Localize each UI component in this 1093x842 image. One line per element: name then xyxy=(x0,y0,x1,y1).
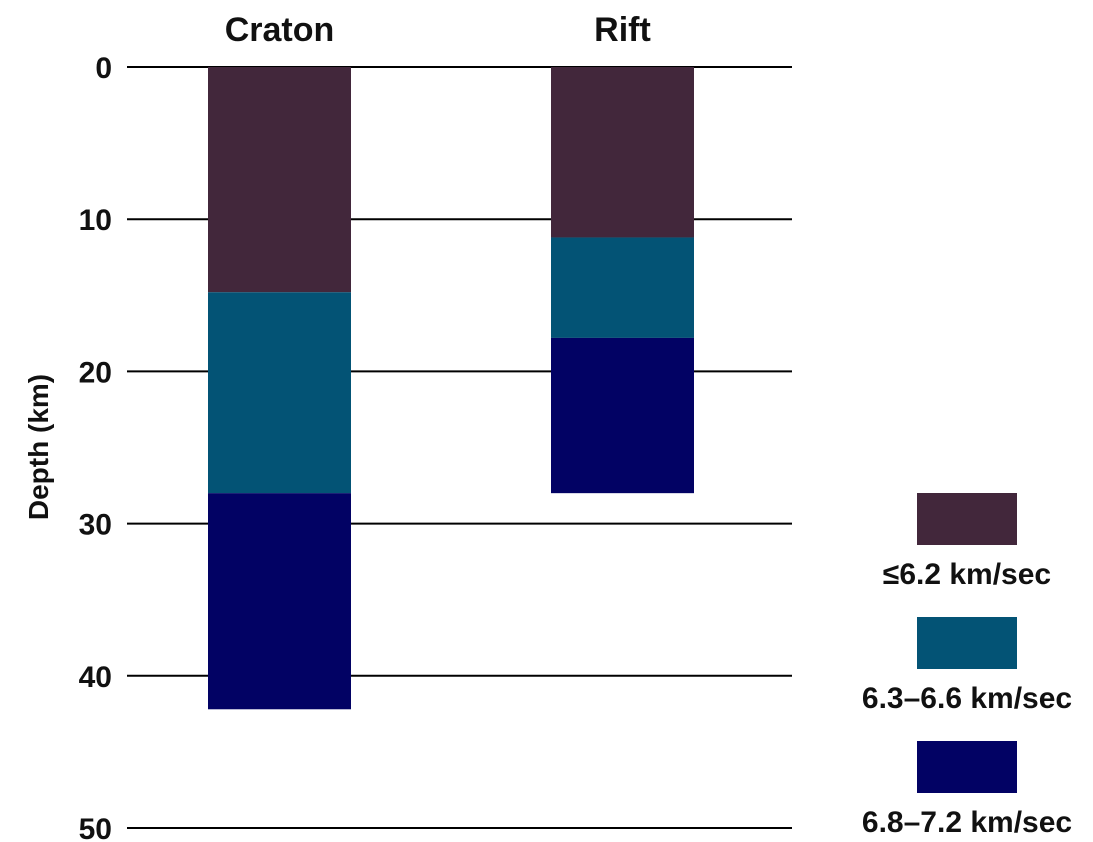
y-tick-label: 20 xyxy=(79,356,112,389)
column-label-rift: Rift xyxy=(594,11,651,49)
y-tick-label: 0 xyxy=(95,52,112,85)
bar-rift-layer-3 xyxy=(551,337,694,494)
column-labels: Craton Rift xyxy=(225,11,651,49)
legend: ≤6.2 km/sec 6.3–6.6 km/sec 6.8–7.2 km/sec xyxy=(862,493,1072,839)
bar-craton-layer-2 xyxy=(208,292,351,494)
y-tick-label: 40 xyxy=(79,661,112,694)
depth-tick-labels: 0 10 20 30 40 50 xyxy=(79,52,112,842)
y-axis-title: Depth (km) xyxy=(23,374,54,520)
legend-label-2: 6.3–6.6 km/sec xyxy=(862,682,1072,715)
bar-craton-layer-3 xyxy=(208,493,351,710)
legend-swatch-2 xyxy=(917,617,1017,669)
legend-label-1: ≤6.2 km/sec xyxy=(883,558,1051,591)
velocity-columns xyxy=(208,67,694,710)
bar-craton-layer-1 xyxy=(208,67,351,293)
legend-swatch-3 xyxy=(917,741,1017,793)
legend-label-3: 6.8–7.2 km/sec xyxy=(862,806,1072,839)
bar-rift-layer-1 xyxy=(551,67,694,238)
y-tick-label: 50 xyxy=(79,813,112,842)
bar-rift-layer-2 xyxy=(551,237,694,338)
legend-swatch-1 xyxy=(917,493,1017,545)
y-tick-label: 30 xyxy=(79,509,112,542)
y-tick-label: 10 xyxy=(79,204,112,237)
column-label-craton: Craton xyxy=(225,11,335,49)
